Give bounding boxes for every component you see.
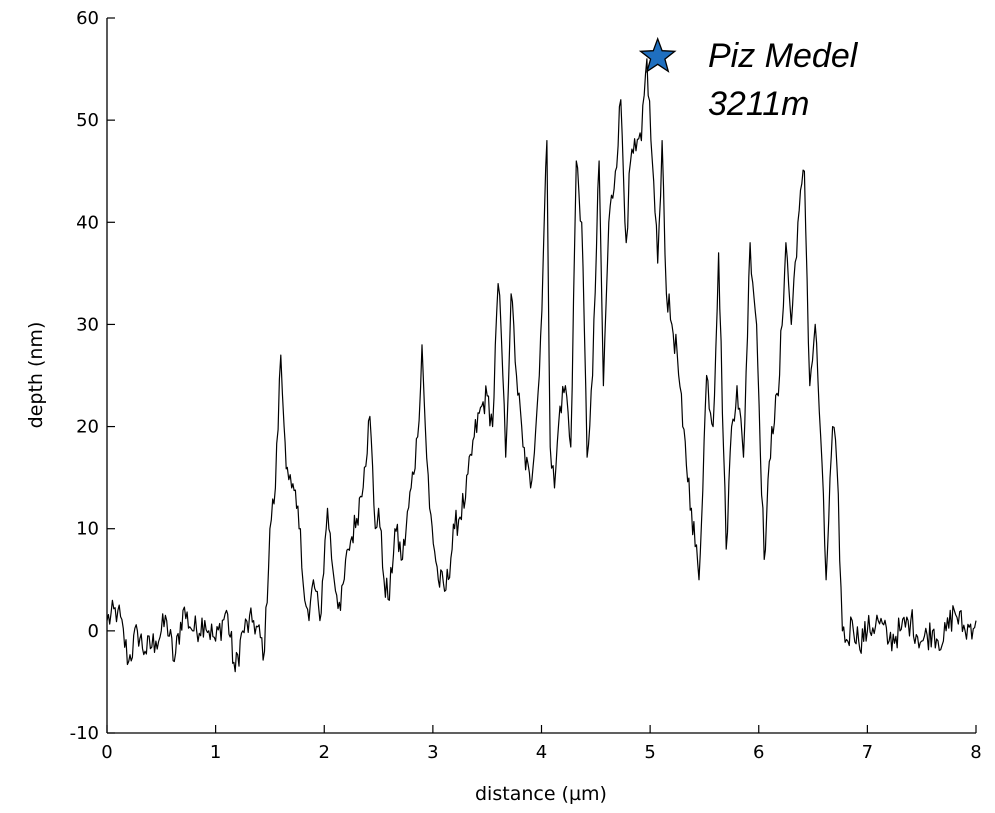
y-tick-label: 40 xyxy=(76,212,99,233)
y-tick-label: 20 xyxy=(76,417,99,438)
x-tick-label: 8 xyxy=(970,742,981,763)
y-axis-label: depth (nm) xyxy=(25,322,47,429)
x-tick-label: 3 xyxy=(427,742,438,763)
star-marker-icon xyxy=(638,36,677,73)
annotation-group: Piz Medel 3211m xyxy=(638,36,859,123)
y-tick-label: 0 xyxy=(88,621,99,642)
x-tick-label: 7 xyxy=(862,742,873,763)
depth-profile-line xyxy=(106,58,977,673)
x-tick-label: 5 xyxy=(644,742,655,763)
y-tick-label: 30 xyxy=(76,314,99,335)
peak-annotation-altitude: 3211m xyxy=(708,85,809,123)
x-tick-label: 0 xyxy=(101,742,112,763)
y-tick-label: 10 xyxy=(76,519,99,540)
x-tick-label: 1 xyxy=(210,742,221,763)
x-tick-label: 6 xyxy=(753,742,764,763)
x-axis-label: distance (µm) xyxy=(475,783,607,805)
peak-annotation-name: Piz Medel xyxy=(708,37,859,75)
y-tick-label: -10 xyxy=(70,723,99,744)
x-tick-label: 2 xyxy=(319,742,330,763)
plot-area xyxy=(106,58,977,673)
y-tick-label: 50 xyxy=(76,110,99,131)
y-tick-label: 60 xyxy=(76,8,99,29)
x-tick-label: 4 xyxy=(536,742,547,763)
